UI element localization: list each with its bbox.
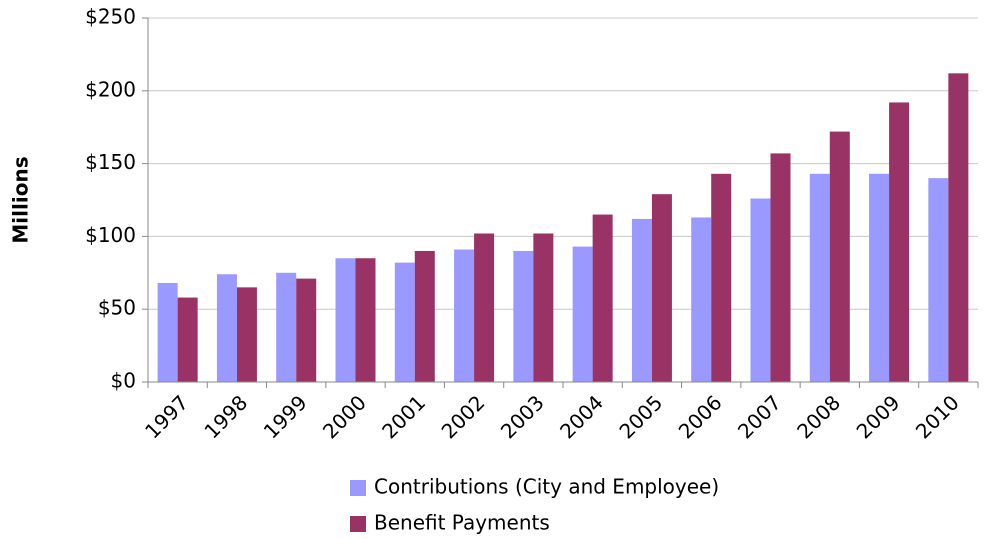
bar [651, 194, 672, 382]
bar [533, 233, 554, 382]
bar [276, 272, 297, 382]
bar [572, 246, 593, 382]
x-tick-label: 1999 [259, 390, 312, 443]
x-tick-label: 2007 [733, 390, 786, 443]
bar [394, 262, 415, 382]
x-tick-label: 2006 [674, 390, 727, 443]
bar [474, 233, 495, 382]
bar [414, 250, 435, 382]
legend-swatch [350, 480, 366, 496]
y-axis-title: Millions [9, 156, 33, 243]
y-tick-label: $250 [85, 5, 136, 29]
bar [928, 178, 949, 382]
bar [355, 258, 376, 382]
x-tick-label: 2004 [555, 390, 608, 443]
bar [869, 173, 890, 382]
bar [948, 73, 969, 382]
bar [216, 274, 237, 382]
x-tick-label: 2009 [852, 390, 905, 443]
bar [770, 153, 791, 382]
bar [592, 214, 613, 382]
bar [335, 258, 356, 382]
x-tick-label: 2005 [614, 390, 667, 443]
x-tick-label: 2001 [377, 390, 430, 443]
legend-label: Contributions (City and Employee) [374, 475, 719, 499]
y-tick-label: $100 [85, 223, 136, 247]
x-tick-label: 2003 [496, 390, 549, 443]
y-tick-label: $50 [98, 296, 136, 320]
x-tick-label: 2008 [792, 390, 845, 443]
bar [236, 287, 257, 382]
bar [157, 282, 178, 382]
y-tick-label: $200 [85, 77, 136, 101]
bar [750, 198, 771, 382]
x-tick-label: 2002 [437, 390, 490, 443]
bar [454, 249, 475, 382]
x-tick-label: 1998 [199, 390, 252, 443]
y-tick-label: $0 [111, 369, 136, 393]
y-tick-label: $150 [85, 150, 136, 174]
bar [829, 131, 850, 382]
x-tick-label: 1997 [140, 390, 193, 443]
x-tick-label: 2010 [911, 390, 964, 443]
bar [711, 173, 732, 382]
bar [691, 217, 712, 382]
bar [631, 218, 652, 382]
x-tick-label: 2000 [318, 390, 371, 443]
bar [889, 102, 910, 382]
legend-label: Benefit Payments [374, 511, 550, 535]
bar [296, 278, 317, 382]
bar [809, 173, 830, 382]
bar [513, 250, 534, 382]
legend-swatch [350, 516, 366, 532]
bar [177, 297, 198, 382]
